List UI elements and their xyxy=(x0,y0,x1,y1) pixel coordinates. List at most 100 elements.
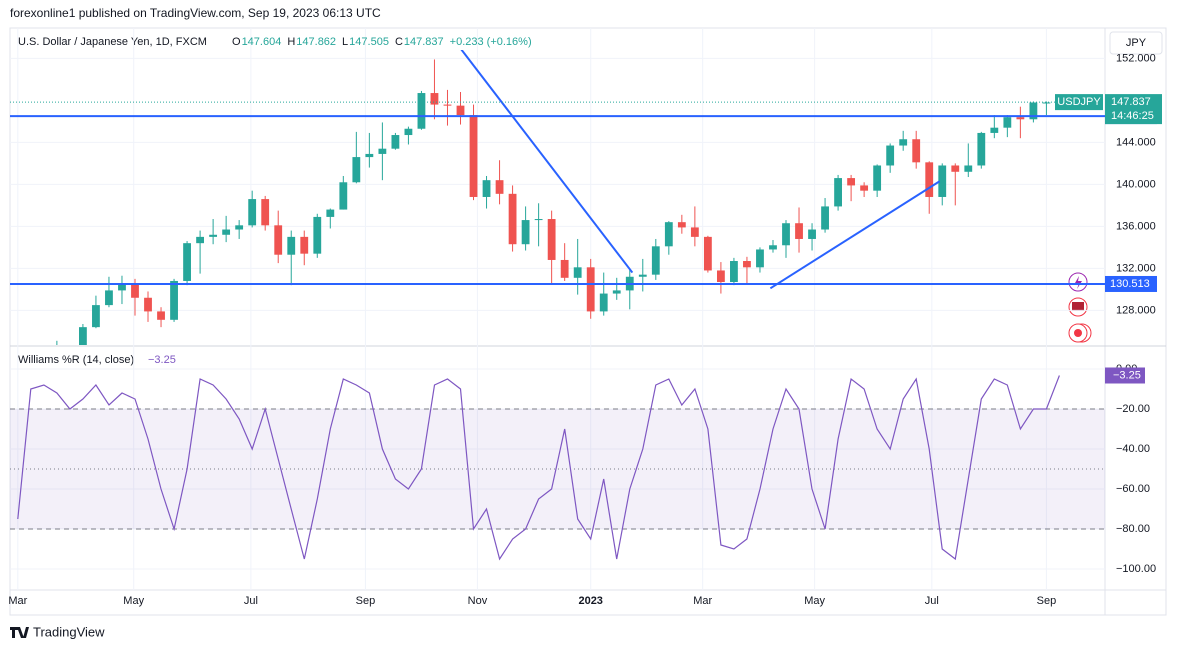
candle-body xyxy=(547,219,556,260)
candle-body xyxy=(430,93,439,105)
y-tick-label: 128.000 xyxy=(1116,304,1156,316)
candle-body xyxy=(170,280,178,320)
candle-body xyxy=(599,293,608,312)
candle-body xyxy=(612,290,621,294)
ohlc-value: 147.862 xyxy=(296,36,336,48)
candle-body xyxy=(118,283,126,291)
candle-body xyxy=(183,243,191,281)
candle-body xyxy=(235,225,244,230)
y-tick-label: −80.00 xyxy=(1116,523,1150,535)
y-tick-label: 144.000 xyxy=(1116,136,1156,148)
candle-body xyxy=(79,327,87,345)
candle-body xyxy=(964,165,973,172)
last-price-box xyxy=(1105,94,1162,125)
y-tick-label: 152.000 xyxy=(1116,52,1156,64)
brand: TradingView xyxy=(33,624,105,639)
candle-body xyxy=(469,115,478,197)
candle-body xyxy=(196,236,205,244)
x-tick-label: May xyxy=(123,595,144,607)
y-tick-label: 136.000 xyxy=(1116,220,1156,232)
trend-line xyxy=(769,180,941,290)
candle-body xyxy=(1042,102,1051,104)
indicator xyxy=(17,375,1060,561)
x-tick-label: 2023 xyxy=(578,595,602,607)
candle-body xyxy=(482,180,491,197)
candle-body xyxy=(899,139,908,146)
candle-body xyxy=(300,236,309,254)
symbol-tag xyxy=(1055,94,1103,111)
candle-body xyxy=(651,246,660,275)
trend-line xyxy=(460,50,634,274)
candle-body xyxy=(326,209,335,217)
icon xyxy=(1072,302,1084,311)
ohlc-key: O xyxy=(232,36,241,48)
candle-body xyxy=(534,219,543,221)
symbol-label: USDJPY xyxy=(1057,96,1101,108)
candle-body xyxy=(638,274,647,277)
currency-button[interactable] xyxy=(1109,31,1163,55)
candles xyxy=(40,59,1064,402)
x-tick-label: May xyxy=(804,595,825,607)
candle-body xyxy=(391,135,400,149)
candle-body xyxy=(521,220,530,245)
candle-body xyxy=(782,223,790,246)
candle-body xyxy=(339,182,348,210)
candle-body xyxy=(248,199,257,226)
ohlc-key: C xyxy=(395,36,403,48)
x-tick-label: Nov xyxy=(468,595,488,607)
ohlc-value: 147.505 xyxy=(349,36,389,48)
indicator-label-box xyxy=(1105,367,1145,384)
logo-mark xyxy=(10,627,29,638)
icon xyxy=(1074,329,1082,337)
candle-body xyxy=(677,222,686,228)
candle-body xyxy=(378,148,387,154)
candle-body xyxy=(352,157,361,183)
candle-body xyxy=(274,225,283,255)
candle-body xyxy=(977,132,986,166)
candle-body xyxy=(417,93,426,129)
ohlc-key: L xyxy=(342,36,348,48)
x-tick-label: Mar xyxy=(693,595,712,607)
candle-body xyxy=(743,261,751,268)
candle-body xyxy=(508,193,517,245)
ohlc-key: H xyxy=(287,36,295,48)
publisher: forexonline1 published on TradingView.co… xyxy=(10,6,381,20)
candle-body xyxy=(664,222,673,247)
candle-body xyxy=(573,267,582,278)
candle-body xyxy=(144,297,152,312)
candle-body xyxy=(404,128,413,136)
candle-body xyxy=(990,127,999,133)
indicator-title: Williams %R (14, close) xyxy=(18,354,134,366)
x-tick-label: Jul xyxy=(244,595,258,607)
y-tick-label: 132.000 xyxy=(1116,262,1156,274)
logo: TradingView xyxy=(10,624,105,639)
candle-body xyxy=(925,162,934,197)
candle-body xyxy=(1003,117,1012,128)
indicator-last-title: −3.25 xyxy=(148,354,176,366)
indicator-label: −3.25 xyxy=(1113,369,1141,381)
candle-body xyxy=(860,185,869,191)
x-tick-label: Sep xyxy=(356,595,376,607)
candle-body xyxy=(951,165,960,172)
x-tick-label: Sep xyxy=(1037,595,1057,607)
currency[interactable]: JPY xyxy=(1126,37,1147,49)
candle-body xyxy=(222,229,231,235)
williams-line xyxy=(17,375,1060,561)
candle-body xyxy=(730,261,738,283)
candle-body xyxy=(1016,117,1025,120)
candle-body xyxy=(703,236,712,271)
candle-body xyxy=(873,165,882,191)
candle-body xyxy=(40,372,48,402)
candle-body xyxy=(912,139,921,163)
candle-body xyxy=(261,199,270,226)
symbol-title: U.S. Dollar / Japanese Yen, 1D, FXCM xyxy=(18,36,207,48)
frame xyxy=(9,27,1167,616)
candle-body xyxy=(456,105,465,116)
candle-body xyxy=(287,236,296,255)
ohlc-value: 147.604 xyxy=(242,36,282,48)
candle-body xyxy=(716,270,725,283)
candle-body xyxy=(560,259,569,278)
candle-body xyxy=(495,180,504,194)
candle-body xyxy=(938,165,947,197)
